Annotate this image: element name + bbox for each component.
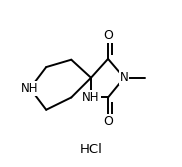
Text: HCl: HCl bbox=[80, 143, 102, 156]
Text: NH: NH bbox=[82, 91, 100, 104]
Text: O: O bbox=[103, 115, 113, 128]
Text: NH: NH bbox=[21, 82, 39, 95]
Text: N: N bbox=[120, 71, 128, 84]
Text: O: O bbox=[103, 29, 113, 42]
